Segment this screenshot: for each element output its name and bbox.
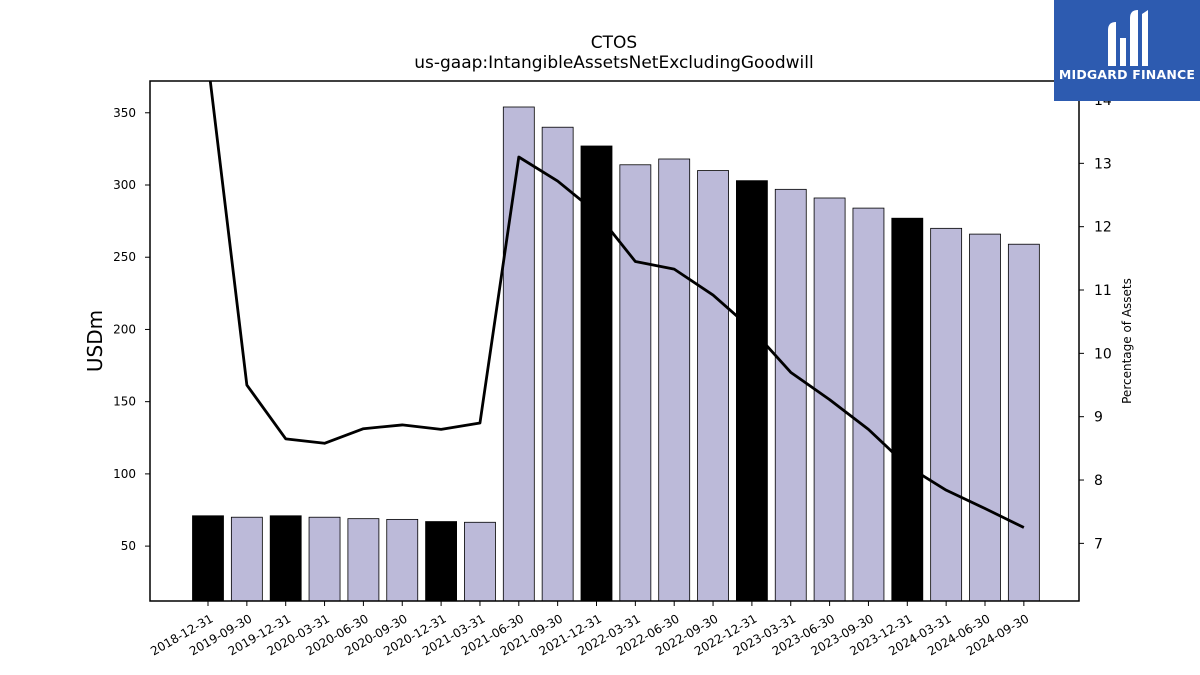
- y-axis-label-left: USDm: [83, 310, 107, 372]
- y-tick-label-right: 7: [1094, 536, 1103, 552]
- y-tick-label-left: 50: [121, 539, 136, 553]
- bar-2023-12-31: [891, 217, 924, 602]
- y-tick-label-left: 200: [113, 322, 136, 336]
- bar-2021-09-30: [541, 126, 574, 602]
- bar-2020-09-30: [386, 518, 419, 602]
- bar-2022-09-30: [697, 170, 729, 602]
- y-tick-label-left: 100: [113, 467, 136, 481]
- chart-title: CTOS: [591, 33, 637, 53]
- y-tick-label-right: 8: [1094, 473, 1103, 489]
- bar-2024-03-31: [930, 227, 963, 602]
- bar-2023-09-30: [852, 207, 885, 602]
- y-tick-label-right: 11: [1094, 283, 1112, 299]
- left-axis: 50 100 150 200 250 300 350: [113, 106, 150, 553]
- y-tick-label-right: 9: [1094, 410, 1103, 426]
- bar-2022-06-30: [658, 158, 691, 602]
- logo-text: MIDGARD FINANCE: [1058, 67, 1196, 82]
- chart-subtitle: us-gaap:IntangibleAssetsNetExcludingGood…: [414, 53, 813, 73]
- bar-2021-06-30: [502, 106, 535, 602]
- bar-2020-12-31: [425, 521, 458, 602]
- plot-frame: [149, 80, 1080, 602]
- y-axis-label-right: Percentage of Assets: [1120, 278, 1134, 404]
- x-axis: 2018-12-312019-09-302019-12-312020-03-31…: [148, 601, 1031, 658]
- bar-2021-12-31: [580, 145, 613, 602]
- logo-mark-icon: [1108, 10, 1148, 66]
- y-tick-label-right: 12: [1094, 220, 1112, 236]
- y-tick-label-left: 250: [113, 250, 136, 264]
- y-tick-label-left: 150: [113, 395, 136, 409]
- bar-2021-03-31: [464, 521, 496, 602]
- y-tick-label-left: 300: [113, 178, 136, 192]
- bar-2018-12-31: [192, 515, 224, 602]
- bar-2024-06-30: [969, 233, 1001, 602]
- bar-2024-09-30: [1007, 243, 1040, 602]
- percentage-line: [208, 81, 1025, 529]
- bar-2019-09-30: [230, 516, 263, 602]
- y-tick-label-left: 350: [113, 106, 136, 120]
- midgard-finance-logo: MIDGARD FINANCE: [1054, 0, 1200, 101]
- y-tick-label-right: 13: [1094, 156, 1112, 172]
- bar-2022-03-31: [619, 164, 652, 602]
- line-group: [208, 81, 1025, 529]
- bar-group: [192, 106, 1040, 602]
- bar-2019-12-31: [269, 515, 302, 602]
- bar-2023-03-31: [774, 188, 807, 602]
- bar-2022-12-31: [736, 180, 768, 602]
- bar-2020-03-31: [308, 516, 341, 602]
- bar-2020-06-30: [347, 518, 380, 602]
- y-tick-label-right: 10: [1094, 346, 1112, 362]
